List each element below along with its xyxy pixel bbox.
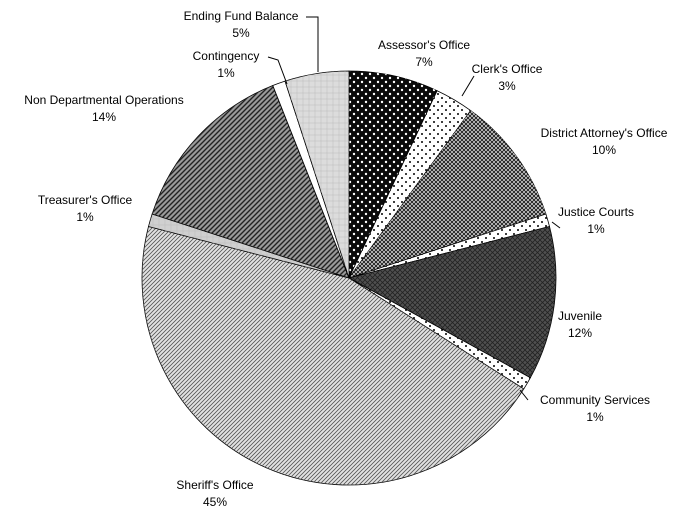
slice-label: Treasurer's Office: [38, 193, 133, 207]
slice-label: Community Services: [540, 393, 650, 407]
slice-label: Justice Courts: [558, 205, 634, 219]
slice-value-label: 7%: [415, 55, 433, 69]
slice-pattern: [142, 226, 524, 485]
leader-line: [519, 389, 529, 401]
slice-value-label: 5%: [232, 26, 250, 40]
leader-line: [267, 56, 288, 85]
slice-value-label: 1%: [217, 66, 235, 80]
slice-pattern: [349, 90, 471, 278]
slice-label: Assessor's Office: [378, 38, 470, 52]
slice-value-label: 1%: [586, 410, 604, 424]
slice-value-label: 3%: [498, 79, 516, 93]
slice-value-label: 1%: [587, 222, 605, 236]
slice-label: Juvenile: [558, 309, 602, 323]
slice-pattern: [349, 278, 531, 389]
slice-value-label: 45%: [203, 495, 227, 509]
leader-line: [461, 75, 475, 97]
slice-label: Clerk's Office: [472, 62, 543, 76]
slice-pattern: [349, 71, 438, 278]
pie: [141, 70, 557, 486]
slice-label: District Attorney's Office: [541, 126, 668, 140]
slice-pattern: [285, 71, 349, 278]
slice-pattern: [349, 226, 556, 378]
slice-pattern: [349, 214, 550, 278]
slice-value-label: 14%: [92, 110, 116, 124]
slice-value-label: 12%: [568, 326, 592, 340]
labels: Assessor's Office 7% Clerk's Office 3% Distr…: [24, 9, 667, 509]
slice-label: Non Departmental Operations: [24, 93, 183, 107]
leader-lines: [267, 16, 561, 401]
slice-value-label: 1%: [76, 210, 94, 224]
slice-label: Sheriff's Office: [176, 478, 254, 492]
leader-line: [551, 221, 561, 229]
slice-pattern: [152, 85, 349, 278]
slice-label: Contingency: [193, 49, 260, 63]
slice-value-label: 10%: [592, 143, 616, 157]
slice-label: Ending Fund Balance: [184, 9, 299, 23]
slice-pattern: [349, 110, 546, 279]
leader-line: [306, 16, 319, 72]
